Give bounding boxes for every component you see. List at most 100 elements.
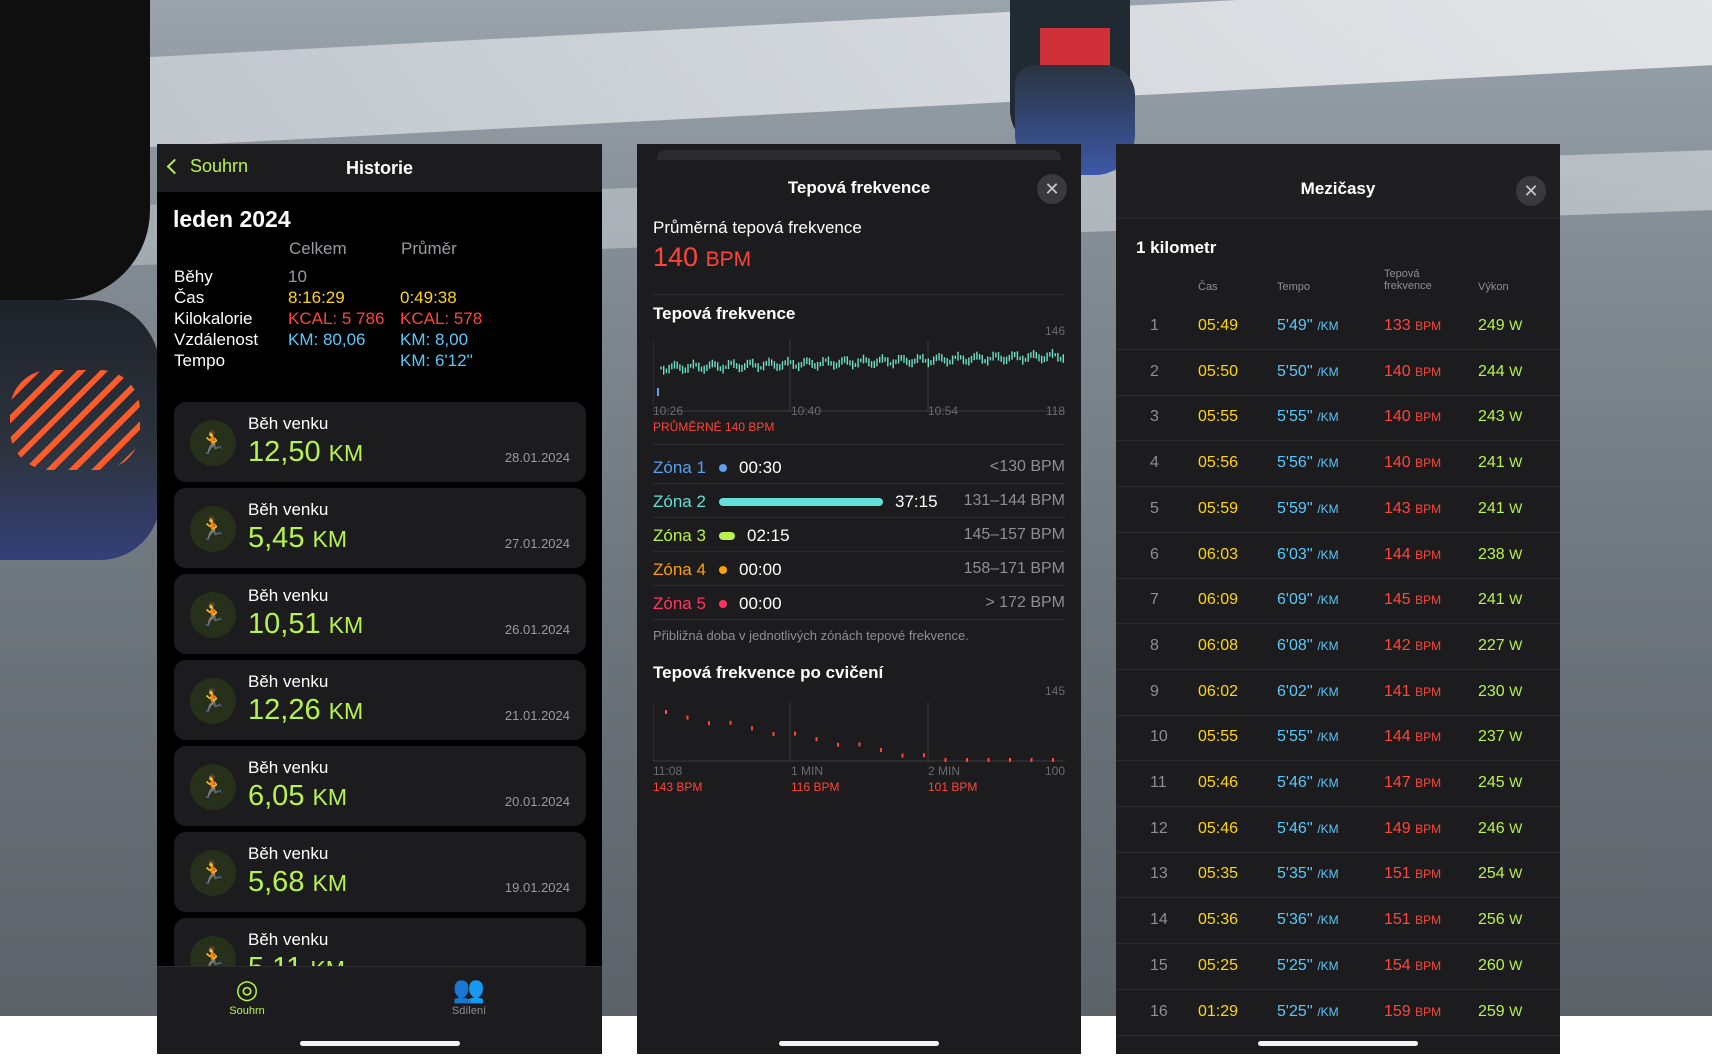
- split-tempo: 5'49'' /KM: [1277, 317, 1339, 335]
- split-tempo-value: 5'36'': [1277, 911, 1313, 929]
- split-hr-value: 141: [1384, 682, 1411, 700]
- recovery-sample: [729, 720, 732, 725]
- zone-bar: [719, 566, 727, 574]
- split-tempo-unit: /KM: [1317, 501, 1339, 516]
- split-power: 241 W: [1478, 500, 1522, 518]
- split-row: 3 05:55 5'55'' /KM 140 BPM 243 W: [1116, 396, 1560, 442]
- split-power-unit: W: [1509, 865, 1523, 882]
- back-button[interactable]: Souhrn: [166, 156, 248, 177]
- split-hr-unit: BPM: [1415, 593, 1442, 608]
- run-distance-unit: KM: [328, 612, 364, 638]
- split-power: 238 W: [1478, 546, 1522, 564]
- avg-hr-value: 140 BPM: [653, 242, 751, 273]
- split-hr-unit: BPM: [1415, 364, 1442, 379]
- run-distance-value: 10,51: [248, 608, 321, 640]
- close-button[interactable]: ✕: [1037, 174, 1067, 204]
- split-row: 12 05:46 5'46'' /KM 149 BPM 246 W: [1116, 808, 1560, 853]
- split-hr-value: 144: [1384, 728, 1411, 746]
- split-hr-unit: BPM: [1415, 730, 1442, 745]
- split-hr-unit: BPM: [1415, 913, 1442, 928]
- recovery-sample: [1030, 758, 1033, 762]
- split-power-unit: W: [1509, 682, 1523, 699]
- tab-label: Sdílení: [451, 1005, 487, 1017]
- split-hr-unit: BPM: [1415, 684, 1442, 699]
- recovery-sample: [794, 731, 796, 736]
- split-hr-value: 151: [1384, 865, 1411, 883]
- split-time: 06:02: [1198, 682, 1239, 700]
- run-distance-unit: KM: [312, 784, 348, 810]
- run-item[interactable]: 🏃 Běh venku 10,51 KM 26.01.2024: [174, 574, 586, 654]
- run-date: 27.01.2024: [504, 536, 570, 551]
- split-tempo-value: 5'59'': [1277, 499, 1313, 517]
- split-hr-unit: BPM: [1415, 410, 1442, 425]
- split-power-value: 256: [1478, 911, 1505, 929]
- run-date: 28.01.2024: [504, 450, 570, 465]
- split-row: 8 06:08 6'08'' /KM 142 BPM 227 W: [1116, 625, 1560, 670]
- split-time: 05:46: [1198, 774, 1239, 791]
- split-tempo: 5'46'' /KM: [1277, 774, 1339, 792]
- people-icon: 👥: [452, 974, 486, 1004]
- run-distance-value: 12,26: [248, 694, 321, 726]
- summary-label: Kilokalorie: [174, 309, 253, 328]
- tab-sdileni[interactable]: 👥 Sdílení: [429, 973, 509, 1017]
- split-time: 01:29: [1198, 1002, 1239, 1020]
- split-time: 05:56: [1198, 454, 1239, 472]
- col-total-header: Celkem: [289, 239, 347, 258]
- run-item[interactable]: 🏃 Běh venku 5,45 KM 27.01.2024: [174, 488, 586, 568]
- split-tempo-value: 6'08'': [1277, 636, 1313, 654]
- running-figure-icon: 🏃: [190, 764, 236, 810]
- split-index: 13: [1150, 865, 1168, 883]
- split-power-value: 260: [1478, 956, 1505, 974]
- split-tempo-unit: /KM: [1317, 867, 1339, 882]
- split-hr-value: 145: [1384, 591, 1411, 609]
- run-item[interactable]: 🏃 Běh venku 12,50 KM 28.01.2024: [174, 402, 586, 482]
- summary-total: 8:16:29: [288, 288, 345, 307]
- split-hr-unit: BPM: [1415, 958, 1442, 973]
- split-index: 12: [1150, 819, 1168, 837]
- split-power-value: 241: [1478, 591, 1505, 609]
- run-item[interactable]: 🏃 Běh venku 5,68 KM 19.01.2024: [174, 832, 586, 912]
- split-power-unit: W: [1509, 728, 1523, 745]
- zone-row: Zóna 1 00:30 <130 BPM: [653, 450, 1065, 484]
- split-index: 9: [1150, 682, 1159, 700]
- tab-souhrn[interactable]: ◎ Souhrn: [207, 973, 287, 1017]
- split-hr-value: 151: [1384, 911, 1411, 929]
- split-tempo: 5'35'' /KM: [1277, 865, 1339, 883]
- split-tempo-unit: /KM: [1317, 410, 1339, 425]
- split-index: 5: [1150, 499, 1159, 517]
- split-power: 227 W: [1478, 637, 1522, 655]
- split-tempo-value: 6'09'': [1277, 591, 1313, 609]
- run-item[interactable]: 🏃 Běh venku 12,26 KM 21.01.2024: [174, 660, 586, 740]
- split-time: 05:25: [1198, 956, 1239, 974]
- recovery-sample: [708, 721, 710, 726]
- col-header-power: Výkon: [1478, 281, 1509, 293]
- summary-label: Čas: [174, 288, 205, 307]
- split-power: 241 W: [1478, 454, 1522, 472]
- split-index: 15: [1150, 956, 1168, 974]
- split-tempo: 5'36'' /KM: [1277, 911, 1339, 929]
- split-row: 15 05:25 5'25'' /KM 154 BPM 260 W: [1116, 945, 1560, 990]
- split-hr: 154 BPM: [1384, 957, 1441, 975]
- split-time: 06:08: [1198, 636, 1239, 654]
- run-label: Běh venku: [248, 414, 329, 433]
- summary-row: Kilokalorie KCAL: 5 786 KCAL: 578: [174, 308, 594, 329]
- split-tempo-unit: /KM: [1317, 958, 1339, 973]
- running-figure-icon: 🏃: [190, 850, 236, 896]
- col-header-cas: Čas: [1198, 281, 1218, 293]
- split-hr-value: 147: [1384, 774, 1411, 791]
- recovery-time-2: 2 MIN: [928, 764, 961, 778]
- split-power-value: 241: [1478, 454, 1505, 472]
- close-button[interactable]: ✕: [1516, 176, 1546, 206]
- split-hr-value: 159: [1384, 1002, 1411, 1020]
- split-tempo-unit: /KM: [1317, 319, 1339, 333]
- recovery-sample: [1009, 758, 1011, 762]
- zone-name: Zóna 3: [653, 526, 706, 545]
- sheet-title: Mezičasy: [1300, 179, 1376, 198]
- recovery-sample: [772, 732, 775, 736]
- zone-range: <130 BPM: [989, 458, 1065, 475]
- split-power-unit: W: [1509, 819, 1523, 836]
- split-hr: 145 BPM: [1384, 591, 1441, 609]
- split-tempo-unit: /KM: [1317, 776, 1339, 790]
- split-hr: 142 BPM: [1384, 637, 1441, 655]
- run-item[interactable]: 🏃 Běh venku 6,05 KM 20.01.2024: [174, 746, 586, 826]
